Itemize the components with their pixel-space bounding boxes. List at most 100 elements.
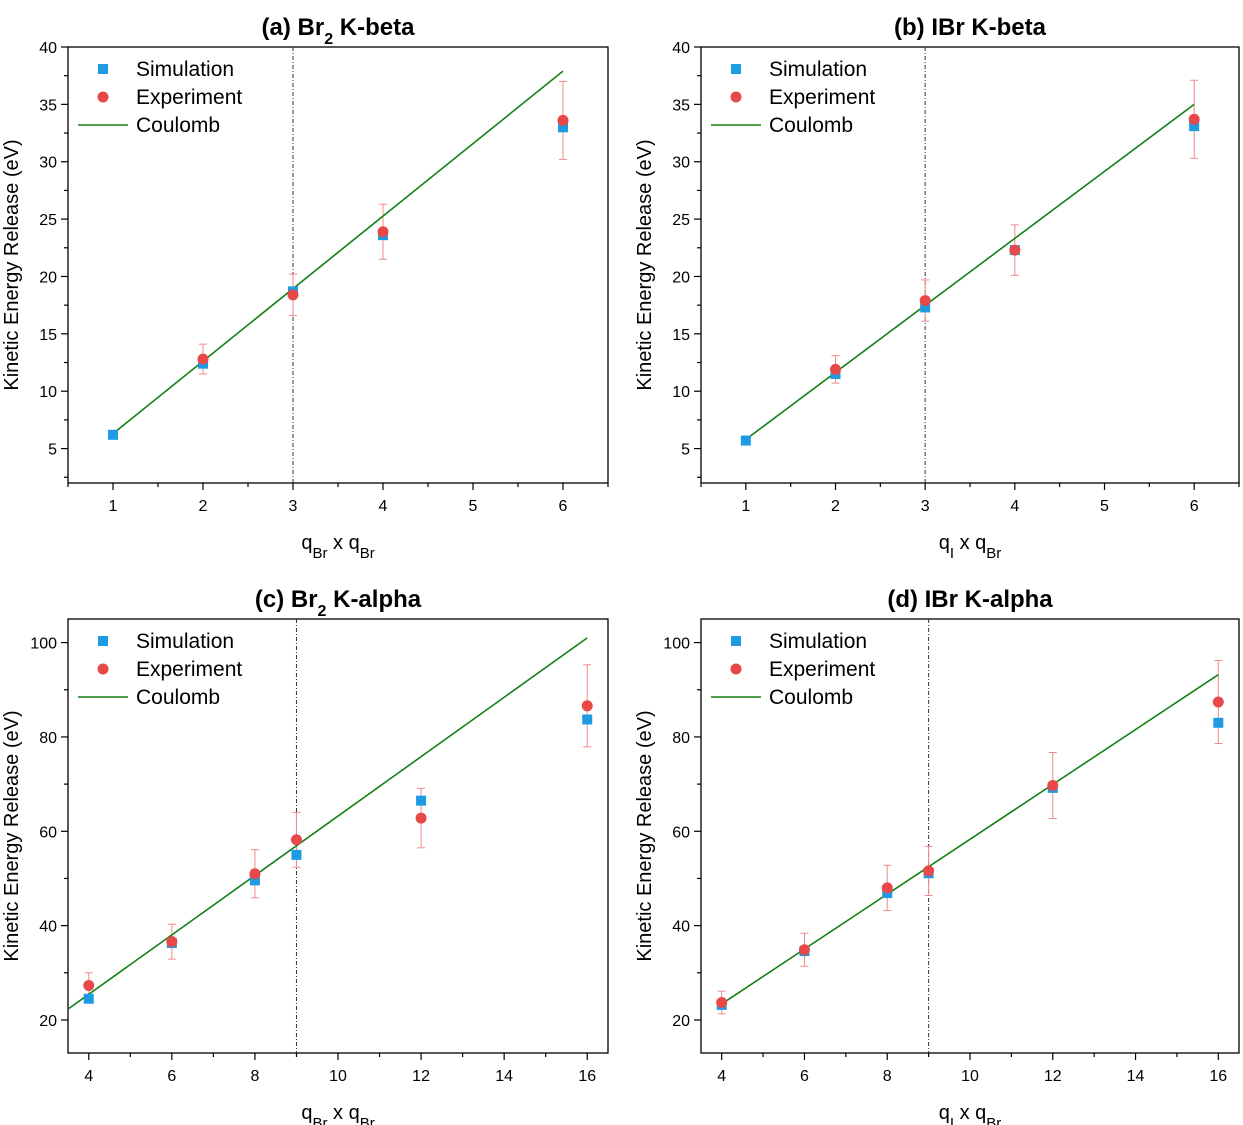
x-label-times: x (954, 532, 975, 554)
simulation-point (582, 714, 593, 725)
legend-experiment-marker (730, 91, 742, 103)
x-tick-label: 8 (250, 1068, 259, 1085)
x-label-times: x (327, 1102, 348, 1124)
simulation-point (558, 122, 568, 133)
x-tick-label: 1 (741, 498, 750, 515)
y-tick-label: 30 (672, 155, 690, 172)
x-tick-label: 8 (883, 1068, 892, 1085)
legend: Simulation Experiment Coulomb (78, 630, 242, 709)
chart-title-subscript: 2 (318, 603, 327, 620)
y-tick-label: 80 (39, 730, 57, 747)
coulomb-line (68, 637, 588, 1010)
x-tick-label: 4 (84, 1068, 93, 1085)
x-tick-label: 4 (379, 498, 388, 515)
x-label-q2: q (349, 1102, 360, 1124)
plot-frame (700, 618, 1240, 1054)
experiment-point (415, 812, 427, 824)
legend-label-experiment: Experiment (136, 86, 242, 109)
y-tick-label: 40 (672, 40, 690, 57)
plot-data-layer (740, 79, 1200, 446)
experiment-point (919, 295, 931, 307)
y-tick-label: 25 (39, 212, 57, 229)
y-tick-label: 30 (39, 155, 57, 172)
y-axis-label: Kinetic Energy Release (eV) (634, 710, 656, 961)
x-tick-label: 12 (1044, 1068, 1062, 1085)
x-tick-label: 3 (289, 498, 298, 515)
experiment-point (716, 997, 728, 1009)
x-label-q1: q (301, 532, 312, 554)
y-tick-label: 20 (39, 1013, 57, 1030)
x-label-q2: q (349, 532, 360, 554)
y-tick-label: 100 (30, 636, 57, 653)
x-tick-label: 6 (167, 1068, 176, 1085)
experiment-point (83, 980, 95, 992)
plot-data-layer (108, 70, 569, 440)
x-tick-label: 2 (831, 498, 840, 515)
y-tick-label: 10 (672, 384, 690, 401)
experiment-point (377, 226, 389, 238)
x-label-q2-subscript: Br (986, 1115, 1001, 1125)
y-tick-label: 15 (39, 327, 57, 344)
coulomb-line (112, 70, 564, 435)
x-tick-label: 5 (1100, 498, 1109, 515)
simulation-point (920, 302, 931, 313)
experiment-point (923, 865, 935, 877)
legend-simulation-marker (98, 636, 108, 646)
legend-label-coulomb: Coulomb (769, 114, 853, 137)
x-tick-label: 14 (495, 1068, 513, 1085)
x-axis-label: qI x qBr (939, 532, 1002, 562)
chart-panel-b: (b) IBr K-beta 1 2 3 4 5 6 5 10 15 20 25 30 35 40 qI x … (634, 14, 1240, 562)
legend-label-simulation: Simulation (136, 630, 234, 653)
chart-title-suffix: K-alpha (326, 586, 421, 613)
chart-title-text: (b) IBr K-beta (894, 14, 1047, 41)
experiment-point (1212, 696, 1224, 708)
x-label-q1: q (939, 1102, 950, 1124)
chart-title-text: (a) Br (262, 14, 325, 41)
x-tick-label: 6 (559, 498, 568, 515)
experiment-point (881, 882, 893, 894)
y-tick-label: 5 (48, 442, 57, 459)
legend-label-experiment: Experiment (136, 658, 242, 681)
x-tick-label: 5 (469, 498, 478, 515)
legend-label-coulomb: Coulomb (769, 686, 853, 709)
chart-title: (a) Br2 K-beta (262, 14, 416, 48)
simulation-point (249, 875, 260, 886)
experiment-point (287, 289, 299, 301)
y-tick-label: 40 (672, 919, 690, 936)
experiment-point (197, 353, 209, 365)
legend-label-experiment: Experiment (769, 658, 875, 681)
plot-frame (67, 46, 609, 484)
y-tick-label: 20 (672, 269, 690, 286)
y-tick-label: 15 (672, 327, 690, 344)
chart-title-subscript: 2 (324, 31, 333, 48)
y-tick-label: 40 (39, 919, 57, 936)
y-tick-label: 20 (39, 269, 57, 286)
chart-title-suffix: K-beta (333, 14, 415, 41)
legend-experiment-marker (97, 663, 109, 675)
y-axis-label: Kinetic Energy Release (eV) (1, 139, 23, 390)
simulation-point (108, 429, 118, 440)
chart-title: (b) IBr K-beta (894, 14, 1047, 41)
x-label-times: x (954, 1102, 975, 1124)
x-tick-label: 14 (1127, 1068, 1145, 1085)
legend-label-experiment: Experiment (769, 86, 875, 109)
x-label-q1-subscript: I (950, 545, 954, 562)
coulomb-line (745, 103, 1195, 441)
plot-frame (700, 46, 1240, 484)
experiment-point (798, 944, 810, 956)
simulation-point (1189, 121, 1200, 132)
simulation-point (83, 993, 94, 1004)
experiment-point (249, 868, 261, 880)
x-tick-label: 12 (412, 1068, 430, 1085)
y-axis-label: Kinetic Energy Release (eV) (1, 710, 23, 961)
x-label-q1: q (939, 532, 950, 554)
y-tick-label: 80 (672, 730, 690, 747)
legend-label-coulomb: Coulomb (136, 114, 220, 137)
legend-simulation-marker (731, 636, 741, 646)
legend: Simulation Experiment Coulomb (711, 58, 875, 137)
legend-simulation-marker (731, 64, 741, 74)
y-tick-label: 10 (39, 384, 57, 401)
x-label-q2: q (975, 1102, 986, 1124)
legend-label-coulomb: Coulomb (136, 686, 220, 709)
